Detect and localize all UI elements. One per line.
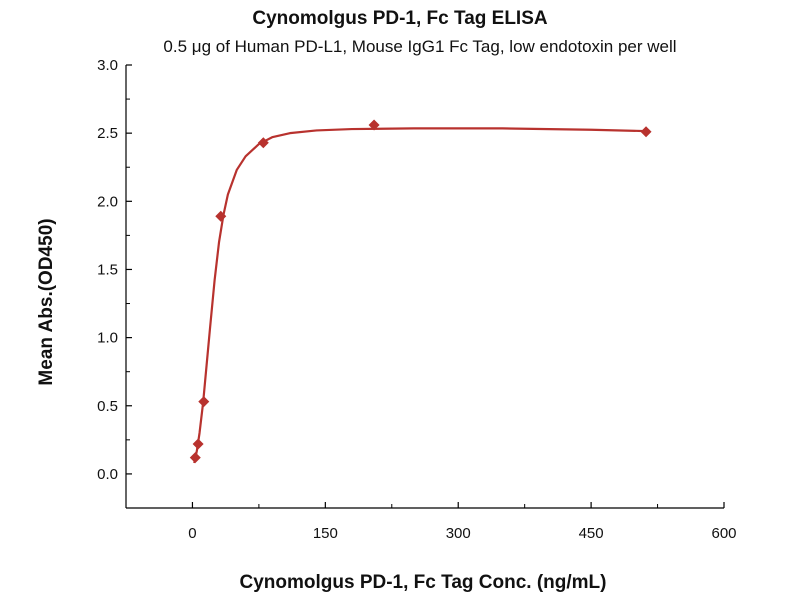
- fit-curve: [193, 127, 647, 464]
- data-point: [189, 452, 201, 464]
- chart-title: Cynomolgus PD-1, Fc Tag ELISA: [252, 8, 548, 29]
- x-tick-label: 600: [711, 525, 736, 542]
- data-point: [215, 210, 227, 222]
- x-tick-label: 0: [188, 525, 196, 542]
- x-axis-label: Cynomolgus PD-1, Fc Tag Conc. (ng/mL): [240, 572, 607, 593]
- y-tick-label: 2.5: [97, 125, 118, 142]
- data-point: [257, 137, 269, 149]
- data-point: [368, 119, 380, 131]
- data-point: [192, 438, 204, 450]
- axes: 0.0 0.5 1.0 1.5 2.0 2.5 3.0 0 150 300 450 600: [97, 57, 736, 542]
- x-tick-label: 450: [579, 525, 604, 542]
- chart-subtitle: 0.5 μg of Human PD-L1, Mouse IgG1 Fc Tag…: [163, 37, 676, 56]
- data-point: [640, 126, 652, 138]
- fit-curve-layer: [193, 127, 647, 464]
- x-tick-label: 300: [446, 525, 471, 542]
- data-points-layer: [189, 119, 652, 464]
- y-tick-label: 0.0: [97, 466, 118, 483]
- data-point: [198, 396, 210, 408]
- y-tick-label: 0.5: [97, 398, 118, 415]
- y-tick-label: 1.5: [97, 261, 118, 278]
- y-tick-label: 3.0: [97, 57, 118, 74]
- y-tick-label: 1.0: [97, 330, 118, 347]
- y-axis-label: Mean Abs.(OD450): [36, 218, 57, 385]
- x-tick-label: 150: [313, 525, 338, 542]
- y-tick-label: 2.0: [97, 193, 118, 210]
